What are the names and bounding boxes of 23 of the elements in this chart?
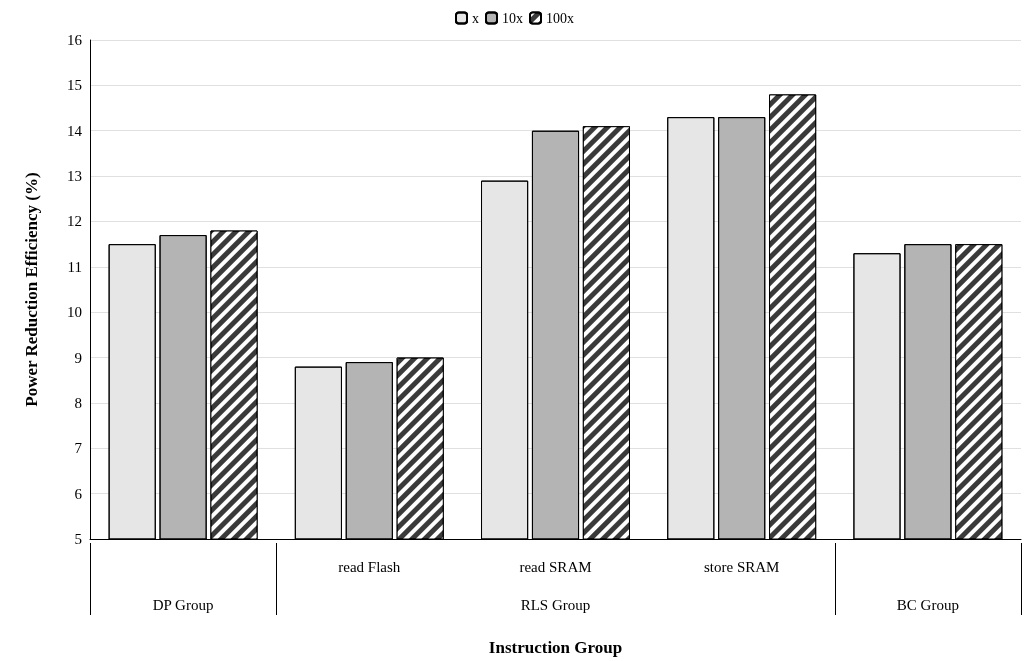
y-tick-label: 6 xyxy=(74,485,83,502)
y-tick-label: 11 xyxy=(67,258,82,275)
y-tick-label: 9 xyxy=(74,349,82,366)
y-tick-label: 10 xyxy=(67,304,82,321)
x-tick-label: read SRAM xyxy=(519,558,592,575)
y-tick-label: 16 xyxy=(67,32,83,48)
x-tick-label: read Flash xyxy=(338,558,401,575)
x-tick-label: store SRAM xyxy=(703,558,780,575)
text: RLS Group xyxy=(520,597,591,613)
text: DP Group xyxy=(152,597,214,613)
y-axis-title: Power Reduction Efficiency (%) xyxy=(22,172,41,407)
text: BC Group xyxy=(896,597,959,613)
y-tick-label: 15 xyxy=(67,77,82,94)
legend-label: 100x xyxy=(546,10,574,26)
x-axis-title: Instruction Group xyxy=(488,638,623,657)
y-tick-label: 13 xyxy=(67,168,82,185)
y-tick-label: 8 xyxy=(74,394,82,411)
y-tick-label: 14 xyxy=(67,122,83,139)
legend-label: 10x xyxy=(502,10,523,26)
y-tick-label: 7 xyxy=(74,440,83,457)
legend-label: x xyxy=(472,10,479,26)
y-tick-label: 12 xyxy=(67,213,82,230)
y-tick-label: 5 xyxy=(74,531,82,547)
